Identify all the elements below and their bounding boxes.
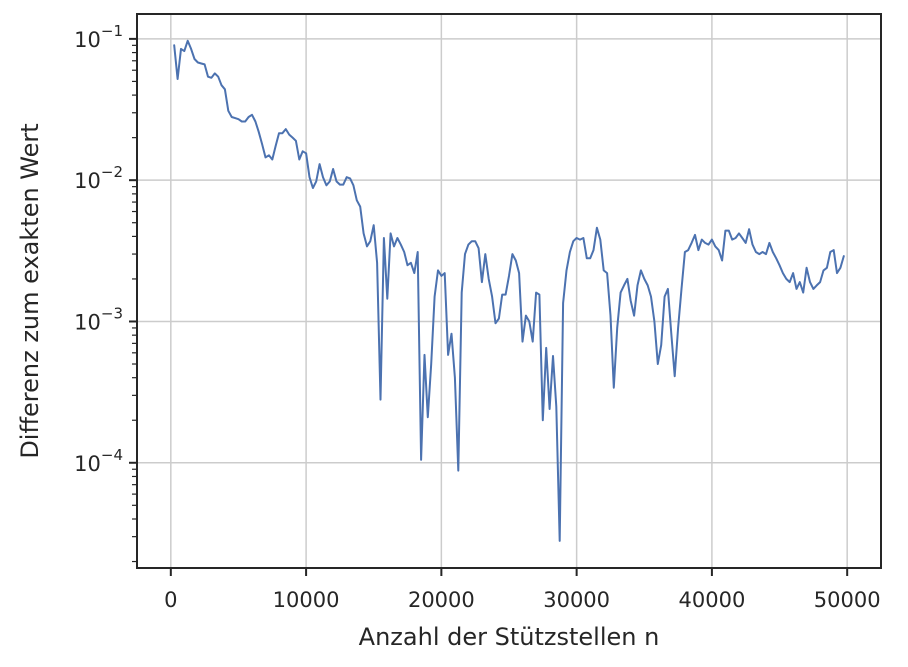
x-tick-label: 30000	[543, 588, 610, 612]
series-line	[173, 39, 845, 542]
y-tick-labels: 10−4 10−3 10−2 10−1	[74, 22, 123, 476]
x-tick-labels: 0 10000 20000 30000 40000 50000	[164, 588, 880, 612]
x-tick-label: 50000	[814, 588, 881, 612]
x-tick-label: 20000	[408, 588, 475, 612]
x-axis-label: Anzahl der Stützstellen n	[359, 623, 660, 651]
x-tick-label: 10000	[273, 588, 340, 612]
y-tick-label: 10−1	[74, 22, 123, 52]
y-tick-label: 10−2	[74, 163, 123, 193]
y-tick-label: 10−3	[74, 304, 123, 334]
y-axis-label: Differenz zum exakten Wert	[16, 123, 44, 458]
grid-lines	[137, 14, 881, 568]
plot-area	[173, 39, 845, 542]
axes-frame	[136, 13, 882, 569]
major-ticks	[129, 37, 849, 576]
y-tick-label: 10−4	[74, 446, 123, 476]
x-tick-label: 40000	[679, 588, 746, 612]
x-tick-label: 0	[164, 588, 177, 612]
